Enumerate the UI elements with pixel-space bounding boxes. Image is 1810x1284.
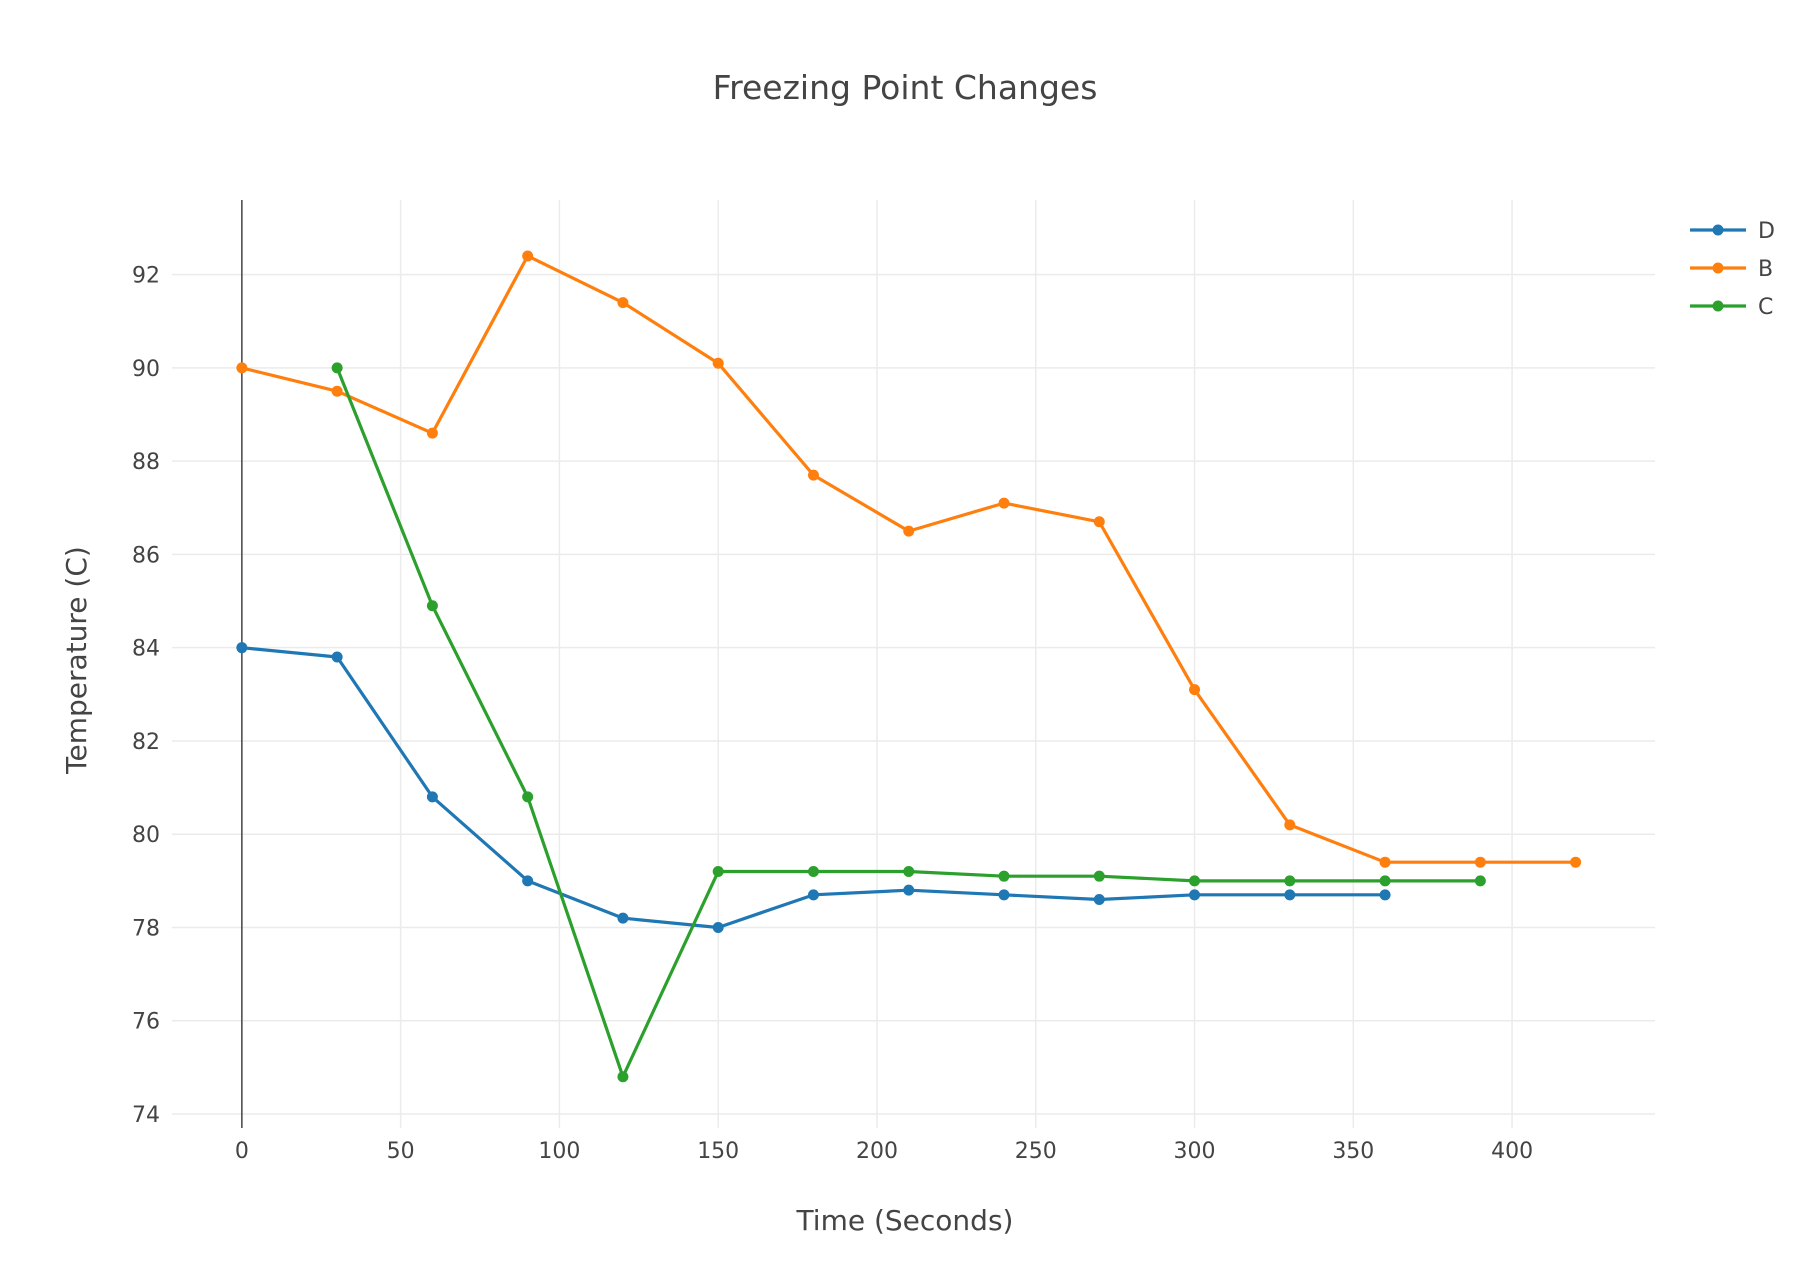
data-point-b[interactable] [1189, 684, 1201, 696]
data-point-b[interactable] [1284, 819, 1296, 831]
data-point-d[interactable] [1093, 893, 1105, 905]
legend: DBC [1690, 219, 1775, 320]
series-b [236, 250, 1582, 868]
y-tick-label: 84 [132, 637, 160, 662]
series-line-c [335, 366, 1482, 1079]
legend-item-c[interactable]: C [1690, 295, 1773, 320]
series-line-d [240, 646, 1387, 930]
data-point-b[interactable] [998, 497, 1010, 509]
y-axis-ticks: 74 76 78 80 82 84 86 88 90 92 [132, 264, 160, 1128]
series-layer [236, 250, 1582, 1083]
data-point-c[interactable] [331, 362, 343, 374]
y-tick-label: 74 [132, 1103, 160, 1128]
data-point-b[interactable] [1379, 856, 1391, 868]
x-tick-label: 300 [1174, 1139, 1216, 1164]
legend-swatch-marker [1712, 262, 1724, 274]
legend-label: C [1758, 295, 1773, 320]
data-point-b[interactable] [1570, 856, 1582, 868]
data-point-c[interactable] [1474, 875, 1486, 887]
data-point-c[interactable] [426, 600, 438, 612]
series-d [236, 642, 1391, 933]
legend-label: D [1758, 219, 1775, 244]
legend-item-b[interactable]: B [1690, 257, 1773, 282]
data-point-d[interactable] [998, 889, 1010, 901]
y-tick-label: 90 [132, 357, 160, 382]
data-point-d[interactable] [1284, 889, 1296, 901]
data-point-b[interactable] [617, 297, 629, 309]
legend-label: B [1758, 257, 1773, 282]
chart-title: Freezing Point Changes [713, 68, 1098, 107]
data-point-d[interactable] [903, 884, 915, 896]
y-tick-label: 78 [132, 916, 160, 941]
data-point-c[interactable] [1379, 875, 1391, 887]
data-point-d[interactable] [236, 642, 248, 654]
x-axis-title: Time (Seconds) [796, 1204, 1014, 1237]
grid [172, 200, 1655, 1128]
data-point-c[interactable] [1284, 875, 1296, 887]
data-point-d[interactable] [331, 651, 343, 663]
legend-swatch-marker [1712, 224, 1724, 236]
x-tick-label: 150 [697, 1139, 739, 1164]
data-point-d[interactable] [617, 912, 629, 924]
x-tick-label: 200 [856, 1139, 898, 1164]
data-point-c[interactable] [903, 866, 915, 878]
data-point-d[interactable] [807, 889, 819, 901]
data-point-c[interactable] [712, 866, 724, 878]
y-tick-label: 76 [132, 1010, 160, 1035]
x-tick-label: 400 [1491, 1139, 1533, 1164]
legend-item-d[interactable]: D [1690, 219, 1775, 244]
data-point-b[interactable] [426, 427, 438, 439]
x-tick-label: 350 [1332, 1139, 1374, 1164]
y-tick-label: 82 [132, 730, 160, 755]
series-c [331, 362, 1486, 1083]
data-point-b[interactable] [236, 362, 248, 374]
data-point-b[interactable] [1474, 856, 1486, 868]
legend-swatch-marker [1712, 300, 1724, 312]
data-point-b[interactable] [522, 250, 534, 262]
data-point-d[interactable] [522, 875, 534, 887]
data-point-c[interactable] [1189, 875, 1201, 887]
data-point-b[interactable] [807, 469, 819, 481]
data-point-d[interactable] [1379, 889, 1391, 901]
data-point-c[interactable] [807, 866, 819, 878]
data-point-b[interactable] [712, 357, 724, 369]
data-point-d[interactable] [1189, 889, 1201, 901]
data-point-d[interactable] [426, 791, 438, 803]
data-point-c[interactable] [617, 1071, 629, 1083]
data-point-b[interactable] [903, 525, 915, 537]
y-tick-label: 86 [132, 543, 160, 568]
series-line-b [240, 254, 1578, 864]
data-point-b[interactable] [331, 385, 343, 397]
y-axis-title: Temperature (C) [60, 546, 93, 775]
x-tick-label: 0 [235, 1139, 249, 1164]
y-tick-label: 92 [132, 264, 160, 289]
x-tick-label: 50 [387, 1139, 415, 1164]
x-tick-label: 100 [538, 1139, 580, 1164]
y-tick-label: 80 [132, 823, 160, 848]
data-point-c[interactable] [522, 791, 534, 803]
data-point-c[interactable] [1093, 870, 1105, 882]
x-tick-label: 250 [1015, 1139, 1057, 1164]
x-axis-ticks: 0 50 100 150 200 250 300 350 400 [235, 1139, 1533, 1164]
data-point-c[interactable] [998, 870, 1010, 882]
y-tick-label: 88 [132, 450, 160, 475]
data-point-b[interactable] [1093, 516, 1105, 528]
data-point-d[interactable] [712, 921, 724, 933]
